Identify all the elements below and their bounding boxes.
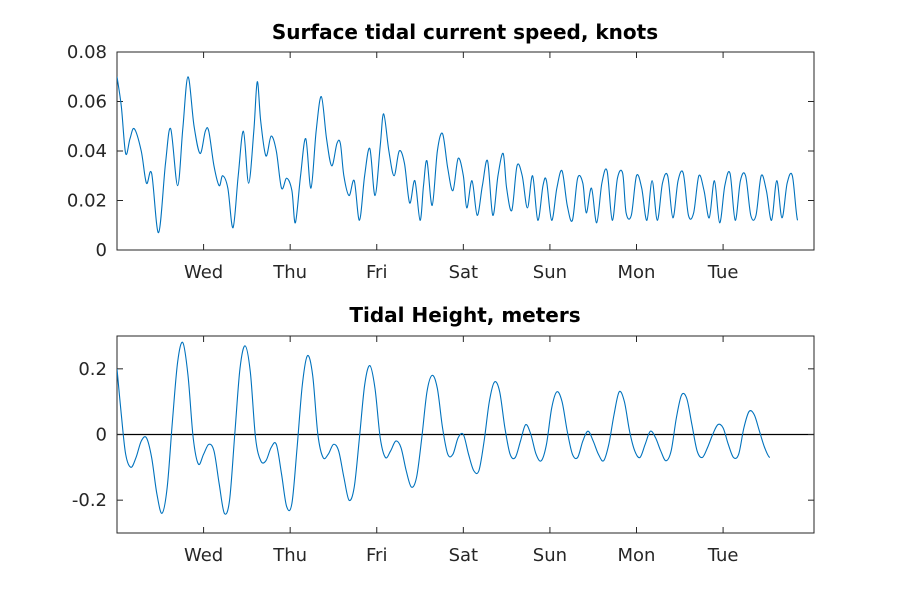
current-speed-y-tick-label: 0.04 — [67, 141, 107, 162]
current-speed-x-tick-label: Fri — [366, 262, 387, 283]
current-speed-x-tick-label: Mon — [618, 262, 656, 283]
current-speed-y-tick-label: 0 — [96, 240, 107, 261]
current-speed-y-tick-label: 0.06 — [67, 92, 107, 113]
tidal-height-x-tick-label: Sat — [449, 545, 479, 566]
tidal-height-x-tick-label: Wed — [184, 545, 223, 566]
current-speed-y-tick-label: 0.02 — [67, 191, 107, 212]
current-speed-x-tick-label: Sat — [449, 262, 479, 283]
tidal-height-title: Tidal Height, meters — [349, 303, 580, 327]
tidal-height-y-tick-label: 0.2 — [78, 359, 107, 380]
current-speed-plot-area: Wed Thu Fri Sat Sun Mon Tue 0 0.02 0.04 0.06 0.08 — [67, 42, 815, 283]
current-speed-series-line — [117, 76, 799, 234]
tidal-height-y-tick-label: 0 — [96, 425, 107, 446]
tidal-height-plot-area: Wed Thu Fri Sat Sun Mon Tue -0.2 0 0.2 — [72, 335, 815, 566]
tidal-height-x-tick-label: Mon — [618, 545, 656, 566]
current-speed-panel: Surface tidal current speed, knots Wed Th… — [67, 20, 815, 283]
tidal-height-x-tick-label: Fri — [366, 545, 387, 566]
current-speed-x-tick-label: Tue — [707, 262, 739, 283]
tidal-height-x-tick-label: Tue — [707, 545, 739, 566]
tidal-height-x-tick-label: Thu — [272, 545, 307, 566]
current-speed-x-tick-label: Thu — [272, 262, 307, 283]
current-speed-y-tick-label: 0.08 — [67, 42, 107, 63]
current-speed-title: Surface tidal current speed, knots — [272, 20, 658, 44]
tidal-height-y-tick-label: -0.2 — [72, 490, 107, 511]
tidal-height-panel: Tidal Height, meters Wed Thu Fri Sat Sun Mon T… — [72, 303, 815, 566]
current-speed-x-tick-label: Sun — [533, 262, 567, 283]
tidal-height-series-line — [117, 341, 771, 515]
current-speed-x-tick-label: Wed — [184, 262, 223, 283]
tidal-height-x-tick-label: Sun — [533, 545, 567, 566]
